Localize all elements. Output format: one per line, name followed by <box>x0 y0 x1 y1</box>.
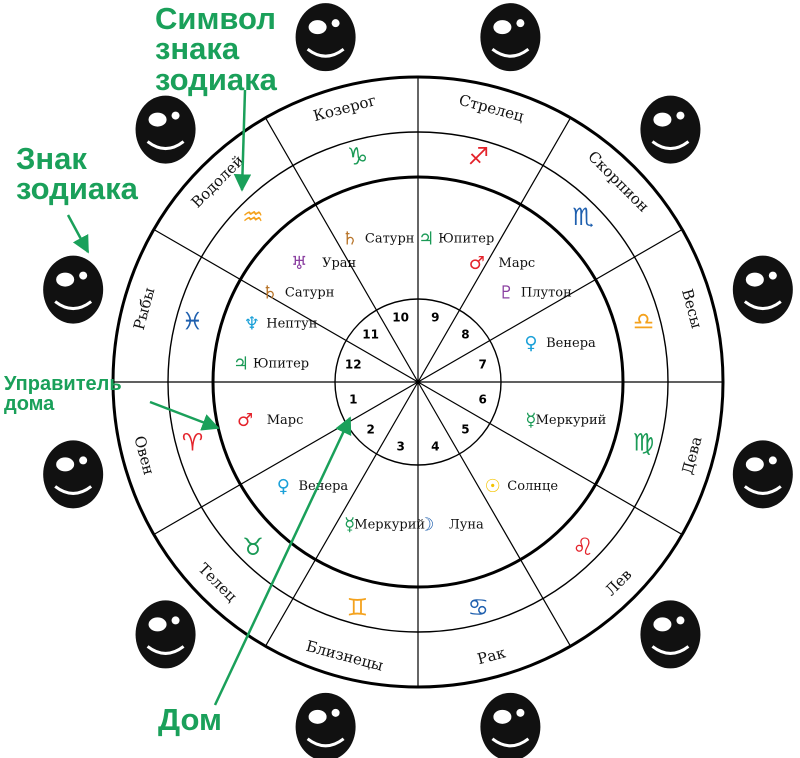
house-number: 6 <box>479 392 487 406</box>
house-number: 8 <box>461 328 469 342</box>
goat-icon <box>295 3 356 72</box>
planet-glyph: ♀ <box>524 333 537 354</box>
sign-glyph: ♒ <box>242 203 264 231</box>
sign-name-label: Весы <box>678 287 706 331</box>
annotation-house-ruler: Управитель дома <box>4 373 122 415</box>
house-cusp-line <box>264 381 419 647</box>
sign-name-label: Овен <box>130 434 158 477</box>
planet-name: Венера <box>299 479 349 494</box>
sign-glyph: ♋ <box>468 594 490 622</box>
annotation-arrow <box>149 400 220 431</box>
sign-glyph: ♏ <box>572 203 594 231</box>
annotation-arrow <box>66 214 90 254</box>
planet-glyph: ♂ <box>237 410 253 431</box>
sign-name-label: Рак <box>475 643 508 668</box>
planet-name: Меркурий <box>536 413 607 428</box>
planet-glyph: ♃ <box>418 229 434 250</box>
planet-glyph: ☉ <box>485 476 501 497</box>
planet-name: Марс <box>267 413 304 428</box>
annotation-arrow <box>233 89 252 192</box>
planet-glyph: ♅ <box>291 253 307 274</box>
planet-glyph: ♄ <box>262 283 278 304</box>
house-cusp-line <box>417 117 572 383</box>
planet-glyph: ♆ <box>244 313 260 334</box>
house-number: 1 <box>349 392 357 406</box>
twins-icon <box>295 692 356 758</box>
house-rulers: ♂ Марс♀ Венера☿ Меркурий☽ Луна☉ Солнце☿ Меркур… <box>233 229 606 536</box>
sign-name-label: Стрелец <box>457 91 526 126</box>
planet-glyph: ♃ <box>233 354 249 375</box>
planet-name: Уран <box>322 256 356 271</box>
sign-glyph: ♊ <box>347 594 369 622</box>
sign-name-label: Козерог <box>311 91 378 125</box>
house-cusp-line <box>264 117 419 383</box>
planet-name: Сатурн <box>365 232 415 247</box>
bull-icon <box>135 600 196 669</box>
planet-name: Меркурий <box>354 517 425 532</box>
planet-name: Юпитер <box>438 232 494 247</box>
planet-name: Плутон <box>521 286 572 301</box>
planet-name: Юпитер <box>253 357 309 372</box>
house-number: 10 <box>392 310 409 324</box>
sign-glyph: ♐ <box>468 142 490 170</box>
sign-name-label: Лев <box>602 566 636 600</box>
annotation-zodiac-symbol: Символ знака зодиака <box>155 1 277 97</box>
zodiac-figures <box>43 3 793 758</box>
planet-glyph: ♇ <box>498 283 514 304</box>
archer-icon <box>480 3 541 72</box>
ram-icon <box>43 440 104 509</box>
house-cusp-line <box>417 381 683 536</box>
planet-glyph: ♄ <box>342 229 358 250</box>
annotation-house: Дом <box>158 702 222 737</box>
planet-glyph: ☿ <box>525 410 536 431</box>
planet-glyph: ♂ <box>469 253 485 274</box>
sign-glyph: ♑ <box>347 142 369 170</box>
house-number: 9 <box>431 310 439 324</box>
house-number: 4 <box>431 440 439 454</box>
house-number: 7 <box>479 358 487 372</box>
planet-glyph: ♀ <box>277 476 290 497</box>
house-number: 12 <box>345 358 362 372</box>
sign-glyph: ♓ <box>182 308 204 336</box>
scorpion-icon <box>640 95 701 164</box>
planet-name: Венера <box>546 336 596 351</box>
planet-name: Марс <box>499 256 536 271</box>
lion-icon <box>640 600 701 669</box>
house-cusp-line <box>153 228 419 383</box>
sign-name-label: Дева <box>678 434 705 476</box>
house-cusp-line <box>417 381 572 647</box>
sign-name-label: Рыбы <box>130 285 159 331</box>
annotation-arrows <box>66 89 352 706</box>
house-cusp-line <box>417 228 683 383</box>
house-number: 11 <box>362 328 379 342</box>
planet-glyph: ☽ <box>418 514 434 535</box>
sign-glyph: ♉ <box>242 533 264 561</box>
house-number: 2 <box>366 422 374 436</box>
sign-glyph: ♍ <box>633 428 655 456</box>
planet-name: Солнце <box>507 479 558 494</box>
sign-glyph: ♌ <box>572 533 594 561</box>
planet-name: Сатурн <box>285 286 335 301</box>
planet-name: Луна <box>449 517 484 532</box>
house-cusp-line <box>153 381 419 536</box>
scales-icon <box>732 255 793 324</box>
annotation-arrow <box>213 416 352 706</box>
wheel-spokes <box>113 77 723 687</box>
planet-glyph: ☿ <box>344 514 355 535</box>
house-number: 5 <box>461 422 469 436</box>
sign-glyph: ♎ <box>633 308 655 336</box>
virgin-icon <box>732 440 793 509</box>
sign-glyph: ♈ <box>182 428 204 456</box>
water-bearer-icon <box>135 95 196 164</box>
annotation-zodiac-sign: Знак зодиака <box>16 141 138 207</box>
fish-icon <box>43 255 104 324</box>
crab-icon <box>480 692 541 758</box>
house-number: 3 <box>396 440 404 454</box>
sign-name-label: Водолей <box>188 152 248 212</box>
planet-name: Нептун <box>266 316 317 331</box>
